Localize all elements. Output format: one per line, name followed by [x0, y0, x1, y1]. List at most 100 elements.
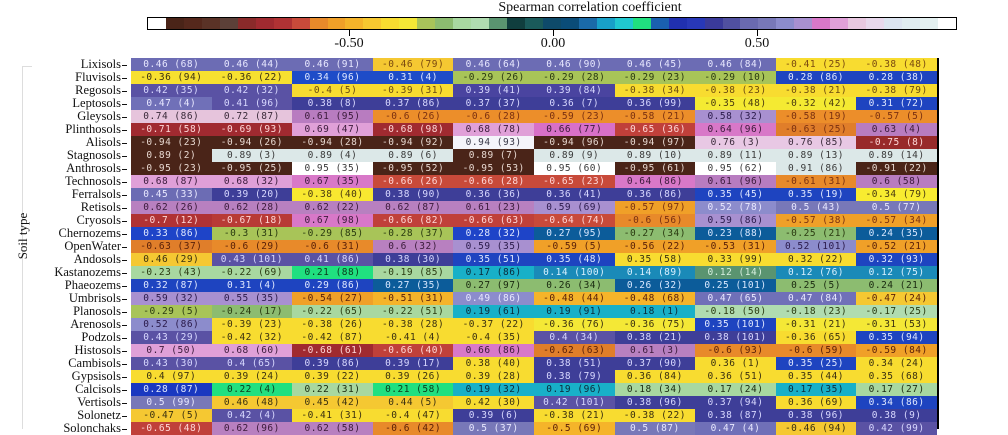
heatmap-cell: 0.42 (4) — [211, 409, 293, 422]
heatmap-cell: 0.38 (8) — [292, 97, 373, 110]
heatmap-cell: 0.36 (84) — [614, 370, 696, 383]
heatmap-cell: 0.4 (34) — [533, 331, 615, 344]
row-label: Podzols — [81, 330, 127, 344]
heatmap-cell: 0.39 (86) — [292, 357, 373, 370]
heatmap-cell: -0.38 (21) — [533, 409, 615, 422]
heatmap-cell: 0.38 (9) — [856, 409, 937, 422]
heatmap-cell: 0.89 (10) — [614, 149, 696, 162]
heatmap-cell: 0.64 (96) — [695, 123, 776, 136]
heatmap-cell: -0.29 (5) — [131, 305, 212, 318]
heatmap-cell: 0.62 (28) — [211, 201, 293, 214]
heatmap-cell: 0.46 (90) — [533, 58, 615, 71]
heatmap-cell: -0.35 (48) — [695, 97, 776, 110]
heatmap-cell: 0.76 (3) — [695, 136, 776, 149]
heatmap-cell: 0.36 (41) — [533, 188, 615, 201]
heatmap-cell: -0.65 (23) — [533, 175, 615, 188]
heatmap-cell: 0.43 (101) — [211, 253, 293, 266]
heatmap-row: Calcisols 0.28 (87) 0.22 (4) 0.22 (31) 0.21 … — [75, 382, 937, 396]
heatmap-cell: 0.68 (78) — [453, 123, 534, 136]
heatmap-cell: 0.5 (43) — [775, 201, 857, 214]
heatmap-cell: 0.43 (30) — [131, 357, 212, 370]
heatmap-cell: -0.66 (82) — [372, 214, 454, 227]
heatmap-cell: -0.36 (22) — [211, 71, 293, 84]
colorbar-swatch — [650, 18, 669, 29]
colorbar-swatch — [255, 18, 274, 29]
heatmap-cell: -0.6 (26) — [372, 110, 454, 123]
heatmap-row: Gypsisols 0.4 (97) 0.39 (24) 0.39 (22) 0.39 … — [72, 369, 937, 383]
heatmap-cell: -0.22 (69) — [211, 266, 293, 279]
heatmap-cell: 0.46 (48) — [211, 396, 293, 409]
heatmap-cell: 0.58 (32) — [695, 110, 776, 123]
heatmap-cell: -0.37 (22) — [453, 318, 534, 331]
heatmap-cell: 0.59 (69) — [533, 201, 615, 214]
heatmap-cell: -0.48 (44) — [533, 292, 615, 305]
colorbar-swatch — [165, 18, 184, 29]
heatmap-row: Anthrosols -0.95 (23) -0.95 (25) 0.95 (35) -… — [66, 161, 937, 175]
row-label: Kastanozems — [54, 265, 127, 279]
heatmap-cell: 0.24 (35) — [856, 227, 937, 240]
heatmap-cell: 0.95 (62) — [695, 162, 776, 175]
colorbar-swatch — [812, 18, 831, 29]
heatmap-cell: -0.65 (36) — [614, 123, 696, 136]
heatmap-cell: 0.12 (75) — [856, 266, 937, 279]
heatmap-cell: 0.35 (45) — [695, 188, 776, 201]
heatmap-cell: 0.25 (101) — [695, 279, 776, 292]
heatmap-cell: 0.62 (87) — [372, 201, 454, 214]
colorbar-swatch — [686, 18, 705, 29]
heatmap-cell: -0.6 (29) — [211, 240, 293, 253]
heatmap-cell: 0.5 (99) — [131, 396, 212, 409]
heatmap-cell: -0.36 (76) — [533, 318, 615, 331]
heatmap-cell: -0.57 (5) — [856, 110, 937, 123]
heatmap-cell: 0.17 (27) — [856, 383, 937, 396]
colorbar-swatch — [758, 18, 777, 29]
heatmap-cell: 0.38 (101) — [695, 331, 776, 344]
heatmap-cell: 0.28 (38) — [856, 71, 937, 84]
heatmap-cell: 0.36 (99) — [614, 97, 696, 110]
row-label: Solonetz — [77, 408, 127, 422]
heatmap-cell: -0.38 (79) — [856, 84, 937, 97]
heatmap-cell: -0.31 (21) — [775, 318, 857, 331]
row-label: Chernozems — [59, 226, 127, 240]
colorbar-swatch — [722, 18, 741, 29]
colorbar-swatch — [560, 18, 579, 29]
heatmap-cell: -0.31 (53) — [856, 318, 937, 331]
heatmap-cell: -0.4 (47) — [372, 409, 454, 422]
heatmap-cell: 0.6 (58) — [856, 175, 937, 188]
heatmap-cell: -0.34 (79) — [856, 188, 937, 201]
colorbar-swatch — [830, 18, 849, 29]
colorbar-swatch — [201, 18, 220, 29]
row-label: Leptosols — [72, 96, 127, 110]
row-label: Cryosols — [77, 213, 127, 227]
heatmap-row: Leptosols 0.47 (4) 0.41 (96) 0.38 (8) 0.37 (… — [72, 96, 937, 110]
heatmap-cell: 0.59 (35) — [453, 240, 534, 253]
heatmap-cell: 0.46 (68) — [131, 58, 212, 71]
row-label: Vertisols — [77, 395, 127, 409]
colorbar-swatch — [309, 18, 328, 29]
heatmap-cell: 0.61 (23) — [453, 201, 534, 214]
heatmap-cell: 0.89 (2) — [131, 149, 212, 162]
row-label: Ferralsols — [72, 187, 127, 201]
colorbar-swatch — [453, 18, 472, 29]
row-label: Anthrosols — [66, 161, 127, 175]
row-label: Umbrisols — [69, 291, 127, 305]
heatmap-cell: 0.21 (88) — [292, 266, 373, 279]
colorbar-swatch — [902, 18, 920, 29]
colorbar-swatch — [596, 18, 615, 29]
heatmap-cell: 0.36 (7) — [533, 97, 615, 110]
heatmap-row: Phaeozems 0.32 (87) 0.31 (4) 0.29 (86) 0.27 … — [65, 278, 937, 292]
heatmap-cell: 0.36 (69) — [775, 396, 857, 409]
colorbar-tick-label: -0.50 — [334, 36, 364, 51]
heatmap-cell: -0.6 (59) — [775, 344, 857, 357]
heatmap-cell: 0.43 (29) — [131, 331, 212, 344]
heatmap-cell: 0.52 (78) — [695, 201, 776, 214]
colorbar-title: Spearman correlation coefficient — [498, 0, 682, 15]
heatmap-cell: 0.39 (20) — [211, 188, 293, 201]
heatmap-cell: -0.4 (35) — [453, 331, 534, 344]
heatmap-cell: -0.41 (31) — [292, 409, 373, 422]
row-label: Planosols — [73, 304, 127, 318]
heatmap-row: Solonetz -0.47 (5) 0.42 (4) -0.41 (31) -0.4 … — [77, 408, 937, 422]
row-label: Phaeozems — [65, 278, 127, 292]
colorbar-swatch — [381, 18, 400, 29]
heatmap-cell: -0.7 (12) — [131, 214, 212, 227]
heatmap-cell: -0.38 (40) — [292, 188, 373, 201]
